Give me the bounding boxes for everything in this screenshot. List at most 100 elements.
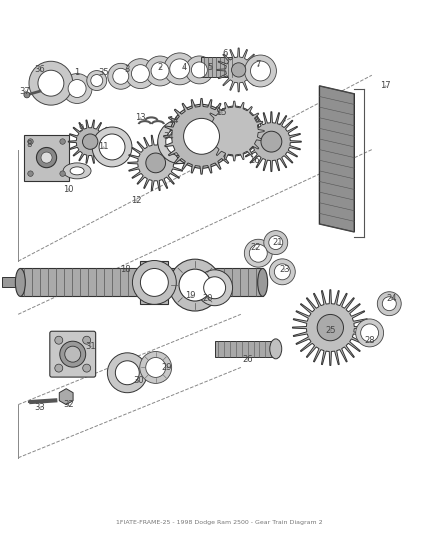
Circle shape [197, 270, 233, 306]
Circle shape [108, 63, 134, 89]
Polygon shape [128, 135, 184, 191]
Text: 16: 16 [249, 156, 259, 165]
Circle shape [99, 134, 125, 160]
Circle shape [164, 53, 196, 85]
Text: 7: 7 [256, 60, 261, 69]
Circle shape [169, 259, 221, 311]
Circle shape [131, 64, 149, 83]
Bar [201, 57, 237, 77]
Circle shape [28, 171, 33, 176]
Circle shape [60, 139, 65, 144]
Circle shape [60, 341, 86, 367]
FancyBboxPatch shape [50, 331, 95, 377]
Text: 6: 6 [223, 50, 228, 59]
Ellipse shape [70, 167, 84, 175]
Polygon shape [319, 86, 354, 232]
Text: 11: 11 [98, 142, 109, 151]
Circle shape [170, 59, 190, 79]
Circle shape [65, 346, 81, 362]
Text: 29: 29 [161, 363, 172, 372]
Bar [24, 135, 70, 181]
Circle shape [274, 264, 290, 280]
Text: 15: 15 [216, 108, 226, 117]
Text: 8: 8 [26, 140, 32, 149]
Text: 5: 5 [208, 63, 213, 72]
Circle shape [377, 292, 401, 316]
Circle shape [249, 244, 267, 262]
Text: 30: 30 [133, 376, 144, 385]
Ellipse shape [15, 269, 25, 296]
Circle shape [41, 152, 52, 163]
Circle shape [87, 70, 107, 91]
Text: 31: 31 [85, 342, 95, 351]
Circle shape [141, 269, 168, 296]
Text: 14: 14 [168, 116, 178, 125]
Circle shape [179, 269, 211, 301]
Text: 32: 32 [63, 400, 74, 409]
Text: 19: 19 [185, 291, 196, 300]
Circle shape [145, 56, 175, 86]
Circle shape [251, 61, 270, 81]
Polygon shape [205, 101, 264, 161]
Circle shape [92, 127, 132, 167]
Text: 20: 20 [203, 294, 213, 303]
Circle shape [269, 259, 295, 285]
Polygon shape [68, 120, 112, 163]
Text: 13: 13 [135, 113, 146, 122]
Circle shape [36, 148, 57, 168]
Text: 1: 1 [74, 68, 80, 77]
Text: 28: 28 [364, 336, 375, 345]
Circle shape [185, 56, 213, 84]
Ellipse shape [258, 269, 268, 296]
Circle shape [115, 361, 139, 385]
Circle shape [191, 62, 207, 78]
Ellipse shape [63, 163, 91, 179]
Text: 33: 33 [35, 403, 46, 412]
Circle shape [113, 68, 129, 84]
Bar [141, 261, 168, 304]
Circle shape [38, 70, 64, 96]
Circle shape [140, 351, 172, 383]
Text: 17: 17 [380, 82, 390, 91]
Circle shape [29, 61, 73, 105]
Text: 3: 3 [125, 66, 130, 75]
Circle shape [264, 231, 288, 255]
Bar [2, 278, 20, 287]
Circle shape [219, 116, 249, 146]
Text: 1FIATE-FRAME-25 - 1998 Dodge Ram 2500 - Gear Train Diagram 2: 1FIATE-FRAME-25 - 1998 Dodge Ram 2500 - … [116, 520, 322, 525]
Bar [194, 63, 204, 71]
Text: 24: 24 [386, 294, 397, 303]
Circle shape [244, 239, 272, 267]
Circle shape [62, 74, 92, 103]
Circle shape [317, 314, 343, 341]
Ellipse shape [270, 339, 282, 359]
Text: 25: 25 [325, 326, 336, 335]
Text: 23: 23 [279, 265, 290, 273]
Text: 2: 2 [157, 63, 162, 72]
Text: 18: 18 [120, 265, 131, 273]
Circle shape [24, 92, 30, 98]
Circle shape [83, 336, 91, 344]
Circle shape [55, 364, 63, 372]
Circle shape [146, 153, 166, 173]
Text: 12: 12 [131, 196, 141, 205]
Text: 35: 35 [98, 68, 109, 77]
Circle shape [360, 324, 378, 342]
Circle shape [158, 120, 201, 164]
Circle shape [356, 319, 384, 347]
Circle shape [244, 55, 276, 87]
Polygon shape [293, 290, 368, 366]
Text: 9: 9 [79, 124, 84, 133]
Text: 37: 37 [19, 87, 30, 95]
Circle shape [83, 364, 91, 372]
Circle shape [170, 104, 233, 168]
Polygon shape [241, 112, 301, 172]
Circle shape [68, 79, 86, 98]
Circle shape [132, 261, 177, 304]
Circle shape [269, 236, 283, 249]
Circle shape [91, 75, 103, 86]
Circle shape [60, 171, 65, 176]
Text: 10: 10 [63, 185, 74, 194]
Circle shape [184, 118, 219, 154]
Circle shape [125, 59, 155, 88]
